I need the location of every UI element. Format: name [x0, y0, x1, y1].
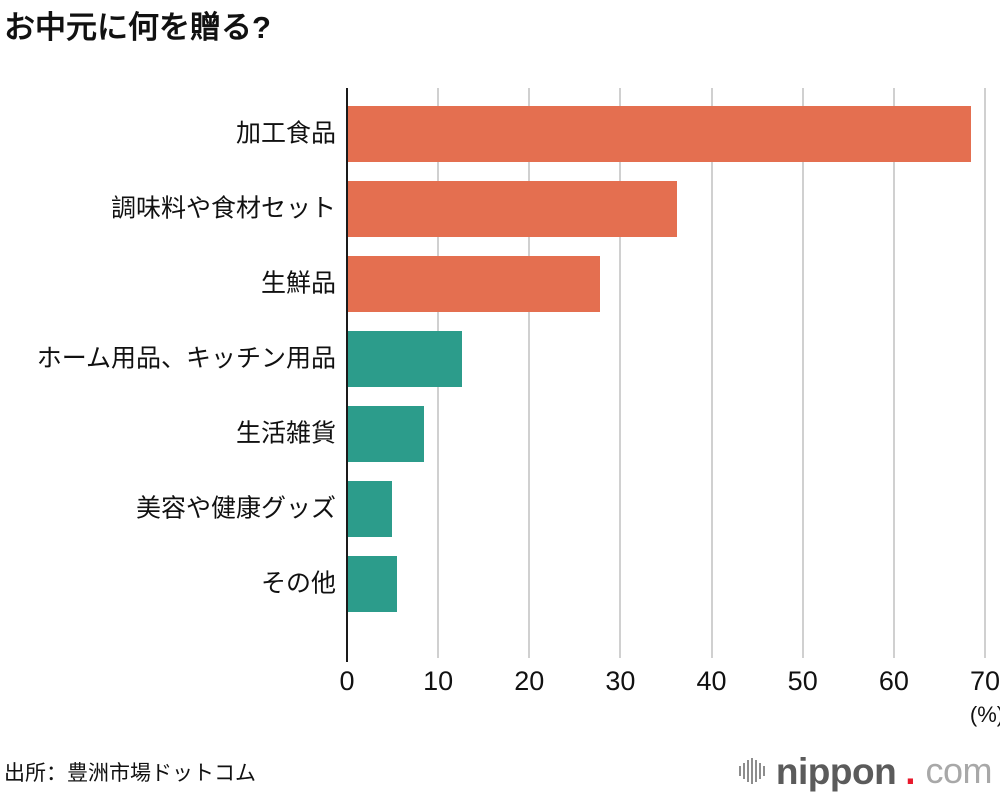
brand-tld: com — [925, 750, 992, 791]
gridline-60 — [892, 88, 895, 658]
x-tick-label: 0 — [339, 666, 355, 696]
x-tick-label: 40 — [696, 666, 727, 696]
bar-row: その他 — [0, 556, 1000, 612]
x-tick-label: 50 — [787, 666, 818, 696]
bar-row: 調味料や食材セット — [0, 181, 1000, 237]
bar-4 — [348, 331, 462, 387]
bar-3 — [348, 256, 600, 312]
bar-2 — [348, 181, 678, 237]
category-label: その他 — [260, 569, 336, 598]
x-tick-label: 60 — [878, 666, 909, 696]
category-label: 生活雑貨 — [235, 419, 336, 448]
bar-row: 美容や健康グッズ — [0, 481, 1000, 537]
x-tick-label: 30 — [605, 666, 636, 696]
brand-name: nippon — [775, 750, 897, 792]
x-tick-label: 70 — [969, 666, 1000, 696]
gridline-50 — [801, 88, 804, 658]
gridline-40 — [710, 88, 713, 658]
bar-row: ホーム用品、キッチン用品 — [0, 331, 1000, 387]
x-axis: 0 10 20 30 40 50 60 70 (%) — [0, 662, 1000, 727]
bar-7 — [348, 556, 398, 612]
bar-row: 生鮮品 — [0, 256, 1000, 312]
bar-5 — [348, 406, 424, 462]
bar-1 — [348, 106, 971, 162]
sound-bars-icon — [738, 758, 765, 784]
page-title: お中元に何を贈る? — [4, 10, 271, 45]
gridline-70 — [984, 88, 986, 658]
source-note: 出所：豊洲市場ドットコム — [4, 762, 256, 785]
x-tick-label: 10 — [423, 666, 454, 696]
x-tick-label: 20 — [514, 666, 545, 696]
nippon-com-logo: nippon . com — [738, 750, 992, 792]
bar-row: 生活雑貨 — [0, 406, 1000, 462]
category-label: 生鮮品 — [260, 269, 336, 298]
chart-plot-area: 加工食品調味料や食材セット生鮮品ホーム用品、キッチン用品生活雑貨美容や健康グッズ… — [0, 88, 1000, 727]
chart-bars: 加工食品調味料や食材セット生鮮品ホーム用品、キッチン用品生活雑貨美容や健康グッズ… — [0, 88, 1000, 658]
category-label: 調味料や食材セット — [110, 194, 336, 223]
bar-row: 加工食品 — [0, 106, 1000, 162]
bar-6 — [348, 481, 392, 537]
x-axis-unit-label: (%) — [969, 702, 1000, 727]
gridline-20 — [528, 88, 531, 658]
y-axis-line — [346, 88, 348, 662]
gridline-30 — [619, 88, 622, 658]
category-label: ホーム用品、キッチン用品 — [36, 344, 336, 373]
category-label: 美容や健康グッズ — [135, 494, 336, 523]
category-label: 加工食品 — [235, 119, 336, 148]
brand-dot: . — [905, 750, 916, 792]
